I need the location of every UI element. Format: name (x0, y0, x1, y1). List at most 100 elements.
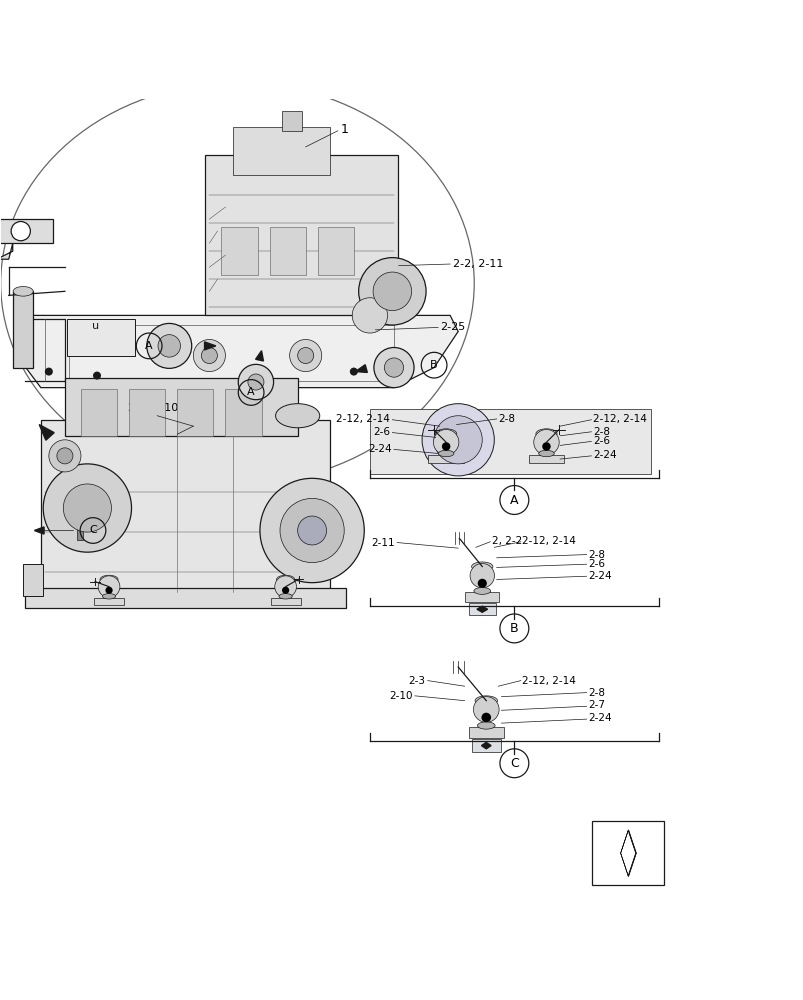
Ellipse shape (473, 588, 490, 594)
Ellipse shape (276, 575, 294, 584)
Circle shape (63, 484, 112, 532)
Ellipse shape (438, 450, 454, 457)
FancyBboxPatch shape (205, 155, 397, 315)
Polygon shape (620, 853, 628, 876)
Text: 2-12, 2-14: 2-12, 2-14 (336, 414, 389, 424)
Ellipse shape (471, 562, 492, 571)
Circle shape (105, 587, 112, 594)
Text: 2-8: 2-8 (588, 688, 605, 698)
Polygon shape (476, 606, 487, 612)
FancyBboxPatch shape (471, 739, 500, 752)
Text: 2-3: 2-3 (408, 676, 425, 686)
Circle shape (422, 404, 494, 476)
Circle shape (477, 579, 487, 588)
FancyBboxPatch shape (25, 588, 345, 608)
Text: C: C (509, 757, 518, 770)
Text: B: B (509, 622, 518, 635)
Bar (317, 227, 353, 275)
Bar (129, 389, 165, 436)
Text: A: A (145, 341, 153, 351)
Circle shape (279, 498, 344, 563)
Bar (465, 592, 499, 602)
Text: 2-12, 2-14: 2-12, 2-14 (522, 676, 576, 686)
Polygon shape (628, 830, 635, 853)
Circle shape (93, 372, 101, 380)
FancyBboxPatch shape (0, 219, 53, 243)
Bar (225, 389, 261, 436)
Circle shape (470, 563, 494, 588)
Bar (269, 227, 305, 275)
Bar (77, 524, 83, 540)
Ellipse shape (279, 594, 291, 599)
Circle shape (349, 368, 357, 376)
Bar (81, 389, 117, 436)
Polygon shape (620, 830, 628, 853)
Bar (528, 455, 564, 463)
Polygon shape (35, 527, 44, 534)
Ellipse shape (538, 450, 553, 457)
Ellipse shape (102, 594, 116, 599)
Ellipse shape (475, 696, 497, 705)
Text: A: A (247, 387, 255, 397)
Text: 2-12, 2-14: 2-12, 2-14 (522, 536, 576, 546)
Circle shape (289, 339, 321, 372)
Circle shape (158, 335, 180, 357)
Circle shape (282, 587, 289, 594)
Ellipse shape (477, 722, 495, 729)
FancyBboxPatch shape (65, 378, 297, 436)
Bar (468, 727, 503, 738)
Bar (221, 227, 257, 275)
Text: 2-11: 2-11 (371, 538, 394, 548)
Circle shape (259, 478, 364, 583)
Text: 2-8: 2-8 (498, 414, 515, 424)
FancyBboxPatch shape (41, 420, 329, 592)
Text: 2-24: 2-24 (593, 450, 616, 460)
Text: 2-6: 2-6 (593, 436, 609, 446)
Polygon shape (0, 235, 53, 259)
Ellipse shape (100, 575, 118, 584)
Text: 2-8: 2-8 (593, 427, 609, 437)
Circle shape (193, 339, 225, 372)
Circle shape (45, 368, 53, 376)
Circle shape (297, 516, 326, 545)
Polygon shape (17, 315, 458, 388)
Bar (281, 111, 301, 131)
Polygon shape (628, 853, 635, 876)
Circle shape (49, 440, 81, 472)
Circle shape (201, 348, 217, 364)
Circle shape (11, 221, 31, 241)
Polygon shape (255, 351, 263, 361)
Polygon shape (481, 742, 491, 749)
Text: 1: 1 (340, 123, 349, 136)
Circle shape (433, 429, 459, 455)
Text: 2-12, 2-14: 2-12, 2-14 (593, 414, 646, 424)
Text: 2-8: 2-8 (588, 550, 605, 560)
Ellipse shape (536, 429, 556, 439)
Circle shape (442, 442, 450, 451)
Circle shape (247, 374, 263, 390)
Bar (94, 598, 124, 605)
Text: 2, 2-2: 2, 2-2 (491, 536, 521, 546)
Circle shape (384, 358, 403, 377)
Ellipse shape (275, 404, 320, 428)
Bar (428, 455, 463, 463)
Circle shape (373, 348, 414, 388)
Text: C: C (89, 525, 96, 535)
Circle shape (481, 713, 491, 722)
Text: 2-2, 2-11: 2-2, 2-11 (452, 259, 503, 269)
Polygon shape (39, 425, 54, 440)
Circle shape (275, 576, 296, 598)
Text: 2-25: 2-25 (440, 322, 465, 332)
Polygon shape (204, 342, 215, 350)
Ellipse shape (13, 287, 33, 296)
FancyBboxPatch shape (233, 127, 329, 175)
Text: 2-24: 2-24 (588, 571, 611, 581)
Circle shape (373, 272, 411, 311)
Text: 2-6: 2-6 (588, 559, 605, 569)
Text: 2-7: 2-7 (588, 700, 605, 710)
Circle shape (358, 258, 426, 325)
Bar (177, 389, 213, 436)
Bar (23, 564, 43, 596)
Circle shape (541, 442, 550, 451)
Bar (67, 319, 135, 356)
